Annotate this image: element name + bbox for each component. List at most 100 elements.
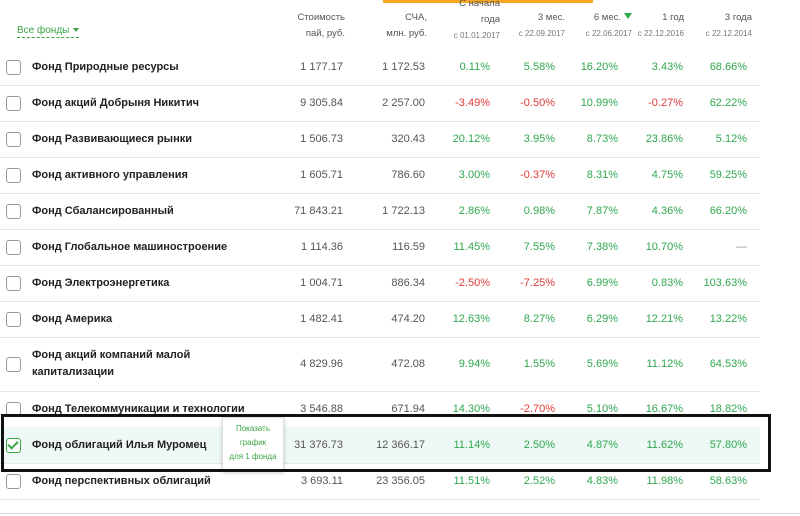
table-row[interactable]: Фонд Глобальное машиностроение 1 114.36 11… <box>0 229 760 266</box>
show-chart-tooltip[interactable]: Показать график для 1 фонда <box>222 417 284 472</box>
fund-name: Фонд Природные ресурсы <box>32 61 179 73</box>
table-header: Все фонды Стоимость пай, руб. СЧА, млн. … <box>0 0 800 48</box>
column-header-1y-title: 1 год <box>662 12 684 23</box>
cell-y3: 64.53% <box>709 358 747 370</box>
cell-y3: 13.22% <box>709 313 747 325</box>
table-row[interactable]: Фонд Развивающиеся рынки 1 506.73 320.43 20… <box>0 121 760 158</box>
cell-m6: 7.87% <box>586 205 618 217</box>
cell-y3: 18.82% <box>709 403 747 415</box>
fund-checkbox[interactable] <box>6 402 21 417</box>
fund-name: Фонд активного управления <box>32 169 188 181</box>
cell-price: 71 843.21 <box>294 205 343 217</box>
column-header-ytd[interactable]: С начала года с 01.01.2017 <box>440 0 500 44</box>
cell-ytd: 11.51% <box>453 475 491 487</box>
fund-filter-dropdown[interactable]: Все фонды <box>17 25 80 38</box>
tooltip-line-3: для 1 фонда <box>229 452 277 461</box>
fund-checkbox[interactable] <box>6 276 21 291</box>
cell-m6: 8.73% <box>586 133 618 145</box>
table-row[interactable]: Фонд Сбалансированный 71 843.21 1 722.13 2.… <box>0 193 760 230</box>
column-header-3m-date: с 22.09.2017 <box>518 29 565 38</box>
column-header-1y-date: с 22.12.2016 <box>637 29 684 38</box>
cell-ytd: 11.45% <box>453 241 491 253</box>
table-row[interactable]: Фонд Телекоммуникации и технологии 3 546.… <box>0 391 760 428</box>
column-header-6m[interactable]: 6 мес. с 22.06.2017 <box>568 10 632 42</box>
column-header-3m[interactable]: 3 мес. с 22.09.2017 <box>505 10 565 42</box>
cell-m6: 16.20% <box>580 61 618 73</box>
fund-name: Фонд Электроэнергетика <box>32 277 170 289</box>
fund-checkbox[interactable] <box>6 168 21 183</box>
cell-m3: -7.25% <box>520 277 555 289</box>
fund-checkbox[interactable] <box>6 438 21 453</box>
divider <box>0 513 800 514</box>
cell-y3: 103.63% <box>703 277 747 289</box>
cell-m3: -2.70% <box>520 403 555 415</box>
cell-price: 1 605.71 <box>300 169 343 181</box>
fund-filter-label: Все фонды <box>17 25 70 36</box>
fund-checkbox[interactable] <box>6 474 21 489</box>
table-row[interactable]: Фонд акций компаний малой капитализации 4… <box>0 337 760 392</box>
fund-name: Фонд Телекоммуникации и технологии <box>32 403 245 415</box>
cell-price: 3 693.11 <box>300 475 343 487</box>
fund-checkbox[interactable] <box>6 312 21 327</box>
column-header-price[interactable]: Стоимость пай, руб. <box>270 10 345 42</box>
cell-nav: 671.94 <box>391 403 425 415</box>
table-row[interactable]: Фонд облигаций Илья Муромец 31 376.73 12 3… <box>0 427 760 464</box>
sort-desc-icon <box>624 13 632 19</box>
cell-y1: 3.43% <box>651 61 683 73</box>
cell-nav: 886.34 <box>391 277 425 289</box>
column-header-nav[interactable]: СЧА, млн. руб. <box>355 10 427 42</box>
fund-name: Фонд акций компаний малой капитализации <box>32 349 191 378</box>
cell-ytd: 3.00% <box>458 169 490 181</box>
cell-nav: 12 366.17 <box>376 439 425 451</box>
cell-nav: 2 257.00 <box>382 97 425 109</box>
table-row[interactable]: Фонд Природные ресурсы 1 177.17 1 172.53 0.… <box>0 49 760 86</box>
cell-y3: 58.63% <box>709 475 747 487</box>
cell-y1: 23.86% <box>645 133 683 145</box>
column-header-1y[interactable]: 1 год с 22.12.2016 <box>630 10 684 42</box>
cell-ytd: -3.49% <box>455 97 490 109</box>
cell-y1: 16.67% <box>645 403 683 415</box>
table-row[interactable]: Фонд Америка 1 482.41 474.20 12.63% 8.27% 6.2… <box>0 301 760 338</box>
column-header-3y-date: с 22.12.2014 <box>705 29 752 38</box>
column-header-3y[interactable]: 3 года с 22.12.2014 <box>690 10 752 42</box>
cell-y3: 5.12% <box>715 133 747 145</box>
cell-y3: 57.80% <box>709 439 747 451</box>
cell-ytd: 2.86% <box>458 205 490 217</box>
fund-name: Фонд Америка <box>32 313 113 325</box>
cell-ytd: 14.30% <box>452 403 490 415</box>
cell-m3: 2.52% <box>523 475 555 487</box>
column-header-ytd-date: с 01.01.2017 <box>453 31 500 40</box>
table-row[interactable]: Фонд перспективных облигаций 3 693.11 23 3… <box>0 463 760 500</box>
cell-ytd: 11.14% <box>453 439 491 451</box>
cell-y1: 11.12% <box>646 358 684 370</box>
fund-checkbox[interactable] <box>6 357 21 372</box>
cell-nav: 116.59 <box>392 241 425 253</box>
cell-m6: 4.87% <box>586 439 618 451</box>
cell-y1: 11.98% <box>646 475 684 487</box>
cell-nav: 1 722.13 <box>382 205 425 217</box>
fund-checkbox[interactable] <box>6 96 21 111</box>
cell-y1: 10.70% <box>645 241 683 253</box>
column-header-ytd-group: С начала <box>459 0 500 9</box>
cell-price: 1 177.17 <box>300 61 343 73</box>
cell-m3: 8.27% <box>523 313 555 325</box>
cell-y3: 68.66% <box>709 61 747 73</box>
cell-m3: 3.95% <box>523 133 555 145</box>
fund-name: Фонд облигаций Илья Муромец <box>32 439 207 451</box>
table-row[interactable]: Фонд активного управления 1 605.71 786.60 3… <box>0 157 760 194</box>
fund-checkbox[interactable] <box>6 60 21 75</box>
cell-y3: 59.25% <box>709 169 747 181</box>
table-row[interactable]: Фонд акций Добрыня Никитич 9 305.84 2 257.… <box>0 85 760 122</box>
fund-checkbox[interactable] <box>6 132 21 147</box>
cell-ytd: 12.63% <box>452 313 490 325</box>
fund-checkbox[interactable] <box>6 204 21 219</box>
table-row[interactable]: Фонд Электроэнергетика 1 004.71 886.34 -2.5… <box>0 265 760 302</box>
column-header-6m-title: 6 мес. <box>593 12 621 23</box>
cell-y1: -0.27% <box>648 97 683 109</box>
fund-checkbox[interactable] <box>6 240 21 255</box>
column-header-price-unit: пай, руб. <box>305 28 345 39</box>
tooltip-line-1: Показать <box>235 424 270 433</box>
cell-ytd: 0.11% <box>459 61 490 73</box>
cell-m3: 2.50% <box>523 439 555 451</box>
cell-m6: 6.29% <box>586 313 618 325</box>
